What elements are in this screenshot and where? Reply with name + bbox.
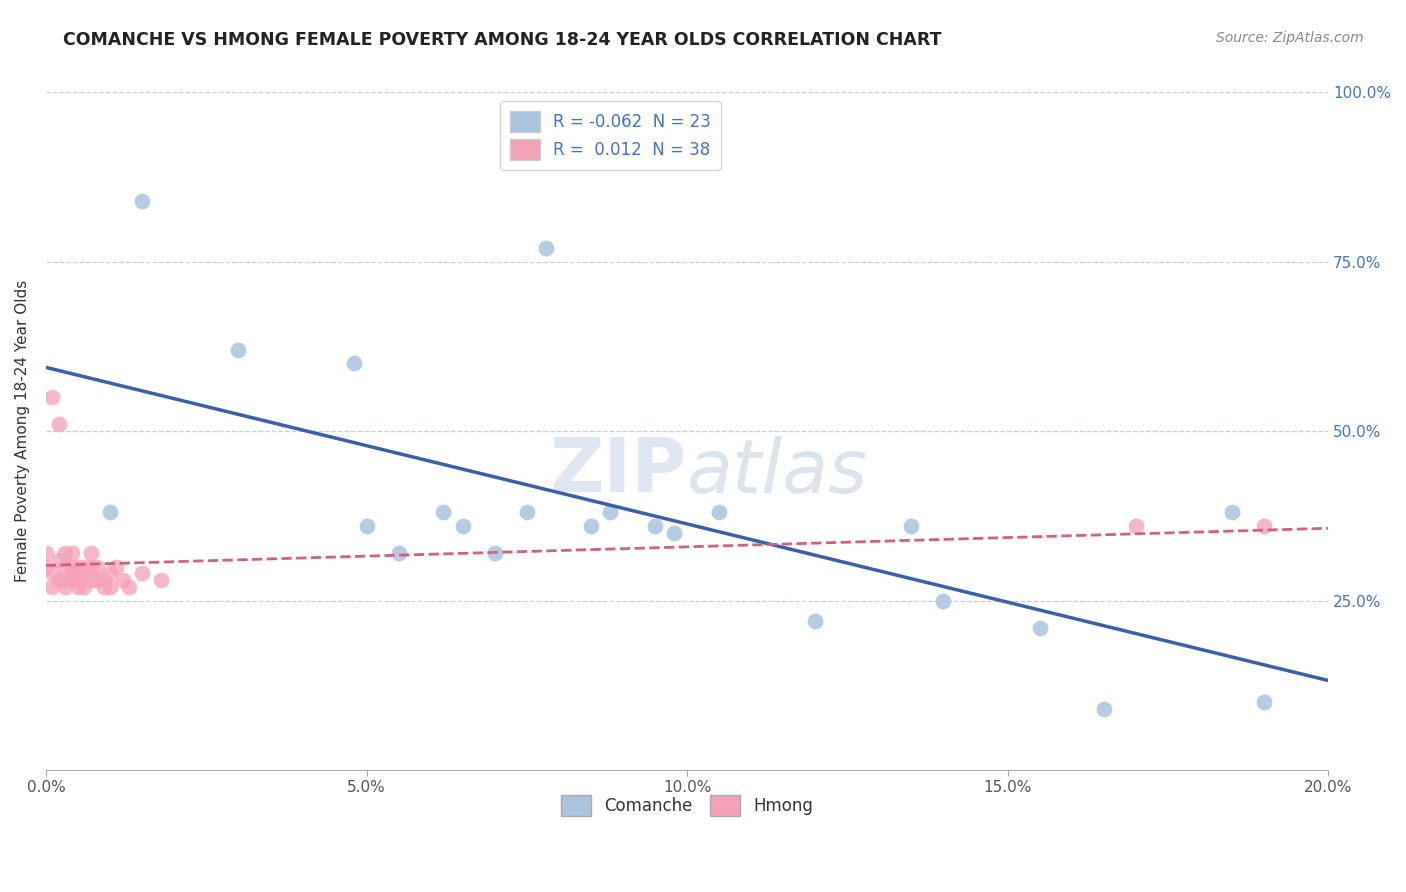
Point bbox=[1253, 695, 1275, 709]
Point bbox=[93, 580, 115, 594]
Point bbox=[599, 506, 621, 520]
Point bbox=[150, 574, 173, 588]
Point bbox=[131, 566, 153, 581]
Point bbox=[1028, 621, 1050, 635]
Y-axis label: Female Poverty Among 18-24 Year Olds: Female Poverty Among 18-24 Year Olds bbox=[15, 280, 30, 582]
Point bbox=[53, 574, 76, 588]
Point bbox=[98, 506, 121, 520]
Point bbox=[932, 593, 955, 607]
Point bbox=[387, 546, 409, 560]
Point bbox=[900, 519, 922, 533]
Point bbox=[432, 506, 454, 520]
Text: Source: ZipAtlas.com: Source: ZipAtlas.com bbox=[1216, 31, 1364, 45]
Point bbox=[534, 241, 557, 255]
Point bbox=[53, 559, 76, 574]
Point bbox=[73, 559, 96, 574]
Point bbox=[86, 559, 108, 574]
Text: COMANCHE VS HMONG FEMALE POVERTY AMONG 18-24 YEAR OLDS CORRELATION CHART: COMANCHE VS HMONG FEMALE POVERTY AMONG 1… bbox=[63, 31, 942, 49]
Point bbox=[105, 559, 128, 574]
Point bbox=[516, 506, 538, 520]
Text: atlas: atlas bbox=[688, 436, 869, 508]
Point bbox=[66, 574, 89, 588]
Point bbox=[131, 194, 153, 208]
Point bbox=[41, 580, 63, 594]
Point bbox=[60, 566, 83, 581]
Point bbox=[644, 519, 666, 533]
Point bbox=[66, 559, 89, 574]
Point bbox=[93, 574, 115, 588]
Point bbox=[98, 580, 121, 594]
Point bbox=[73, 580, 96, 594]
Point bbox=[66, 580, 89, 594]
Point bbox=[804, 614, 827, 628]
Point bbox=[343, 356, 366, 370]
Point bbox=[60, 574, 83, 588]
Point bbox=[60, 546, 83, 560]
Point bbox=[86, 574, 108, 588]
Text: ZIP: ZIP bbox=[550, 435, 688, 508]
Point bbox=[226, 343, 249, 357]
Point bbox=[60, 559, 83, 574]
Point bbox=[451, 519, 474, 533]
Point bbox=[579, 519, 602, 533]
Point bbox=[73, 566, 96, 581]
Point bbox=[118, 580, 141, 594]
Point bbox=[1253, 519, 1275, 533]
Legend: Comanche, Hmong: Comanche, Hmong bbox=[554, 788, 820, 822]
Point bbox=[35, 559, 58, 574]
Point bbox=[664, 525, 686, 540]
Point bbox=[1220, 506, 1243, 520]
Point bbox=[48, 417, 70, 432]
Point bbox=[48, 553, 70, 567]
Point bbox=[707, 506, 730, 520]
Point bbox=[80, 574, 103, 588]
Point bbox=[484, 546, 506, 560]
Point bbox=[98, 566, 121, 581]
Point bbox=[111, 574, 134, 588]
Point bbox=[80, 546, 103, 560]
Point bbox=[35, 546, 58, 560]
Point bbox=[41, 566, 63, 581]
Point bbox=[41, 390, 63, 404]
Point bbox=[53, 546, 76, 560]
Point bbox=[356, 519, 378, 533]
Point bbox=[48, 574, 70, 588]
Point bbox=[80, 559, 103, 574]
Point bbox=[1092, 702, 1115, 716]
Point bbox=[1125, 519, 1147, 533]
Point bbox=[53, 580, 76, 594]
